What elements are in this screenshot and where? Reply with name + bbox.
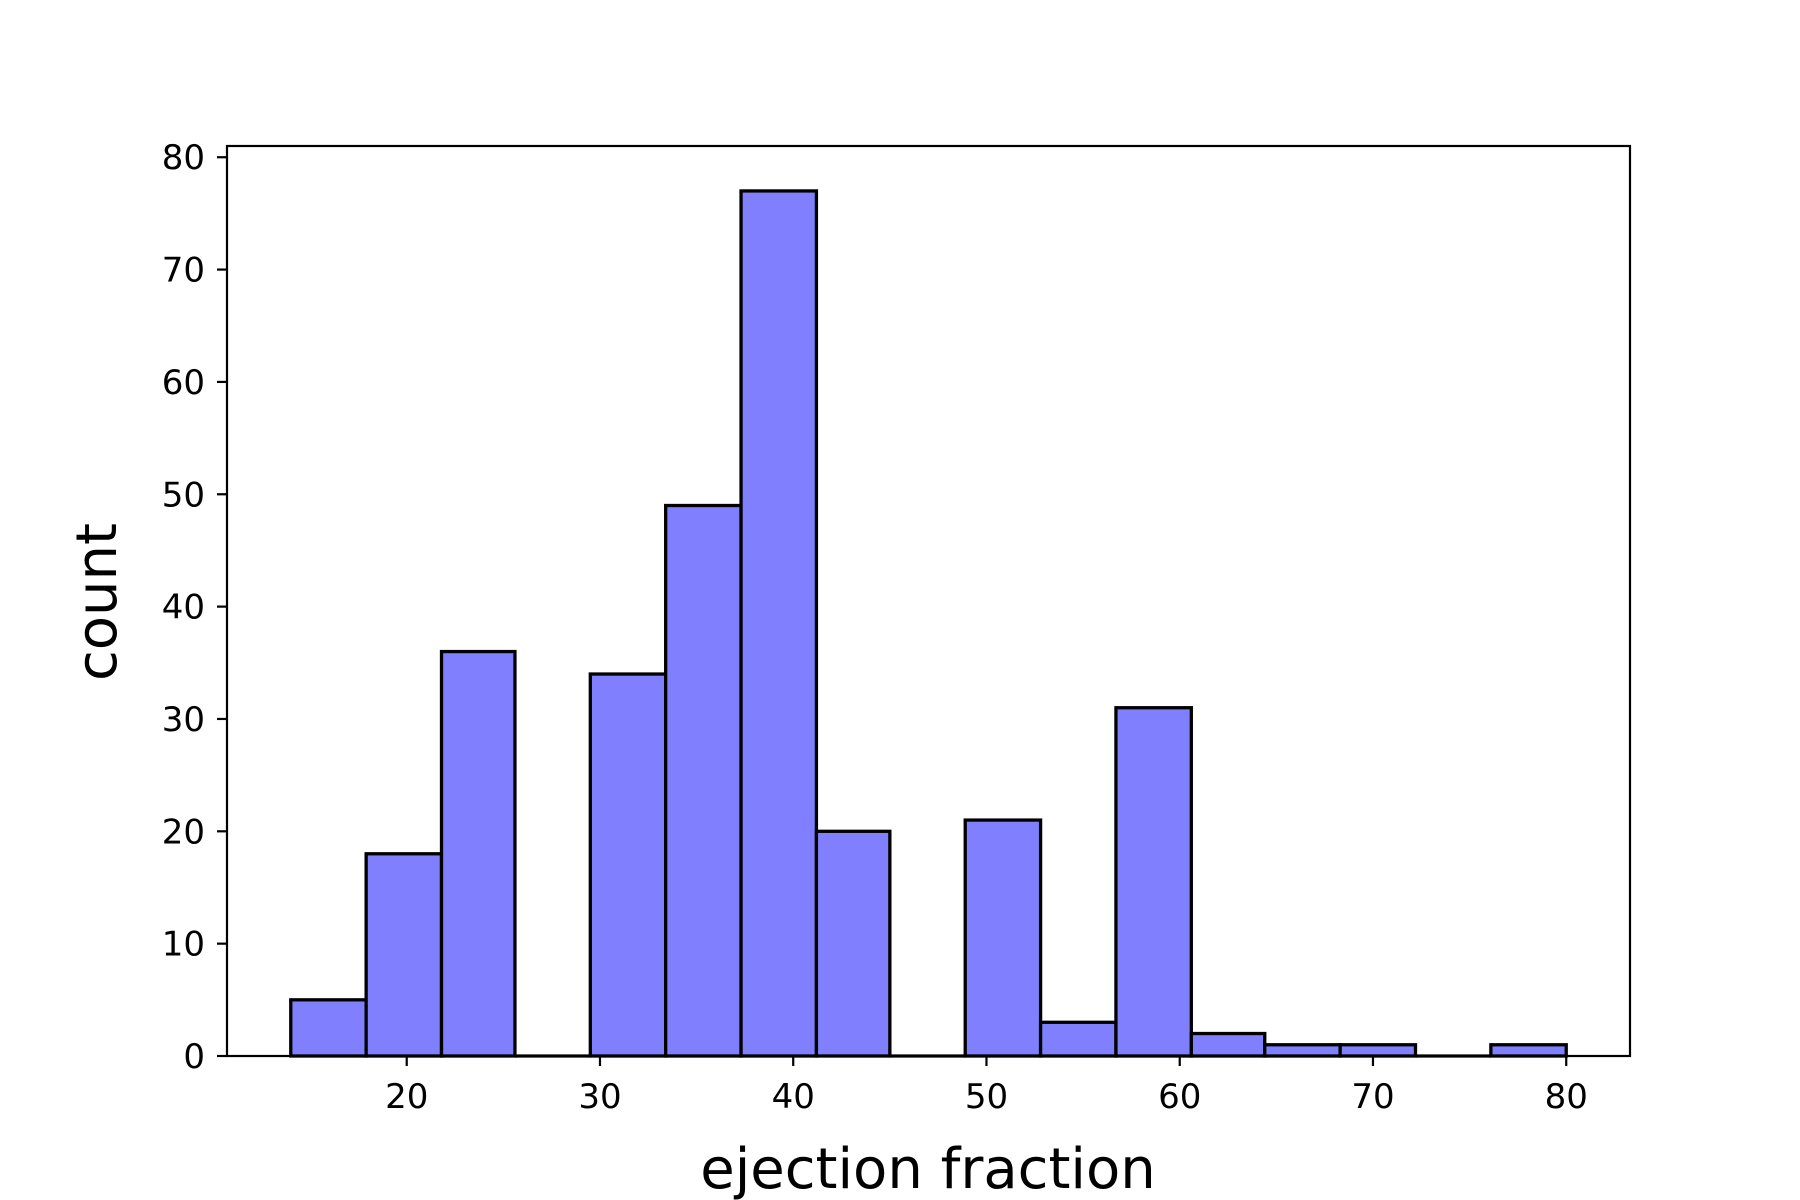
histogram-bar (1489, 1043, 1568, 1058)
plot-frame (225, 144, 1632, 1058)
x-tick-label: 60 (1158, 1077, 1201, 1117)
y-tick-label: 60 (162, 363, 205, 403)
x-tick-label: 70 (1351, 1077, 1394, 1117)
y-tick-label: 70 (162, 251, 205, 291)
histogram-bar (1038, 1020, 1118, 1058)
x-tick-label: 20 (385, 1077, 428, 1117)
y-axis-label: count (65, 523, 130, 681)
histogram-bars (289, 189, 1568, 1058)
histogram-bar (1189, 1031, 1267, 1058)
y-tick-label: 80 (162, 138, 205, 178)
x-tick-label: 40 (772, 1077, 815, 1117)
histogram-bar (364, 852, 444, 1058)
x-tick-label: 50 (965, 1077, 1008, 1117)
histogram-bar (1114, 706, 1193, 1058)
x-tick-label: 30 (578, 1077, 621, 1117)
histogram-bar (1263, 1043, 1342, 1058)
x-axis-ticks: 20 30 40 50 60 70 80 (385, 1056, 1588, 1117)
y-tick-label: 50 (162, 475, 205, 515)
x-tick-label: 80 (1545, 1077, 1588, 1117)
y-axis-ticks: 0 10 20 30 40 50 60 70 80 (162, 138, 227, 1077)
histogram-bar (588, 672, 668, 1058)
y-tick-label: 20 (162, 812, 205, 852)
x-axis-label: ejection fraction (700, 1137, 1155, 1200)
y-tick-label: 10 (162, 925, 205, 965)
histogram-bar (439, 649, 517, 1058)
histogram-bar (963, 818, 1043, 1058)
y-tick-label: 40 (162, 588, 205, 628)
histogram-bar (664, 503, 743, 1058)
histogram-bar (289, 998, 368, 1058)
histogram-bar (1338, 1043, 1418, 1058)
y-tick-label: 30 (162, 700, 205, 740)
histogram-bar (814, 829, 892, 1058)
y-tick-label: 0 (183, 1037, 205, 1077)
histogram-bar (739, 189, 819, 1058)
